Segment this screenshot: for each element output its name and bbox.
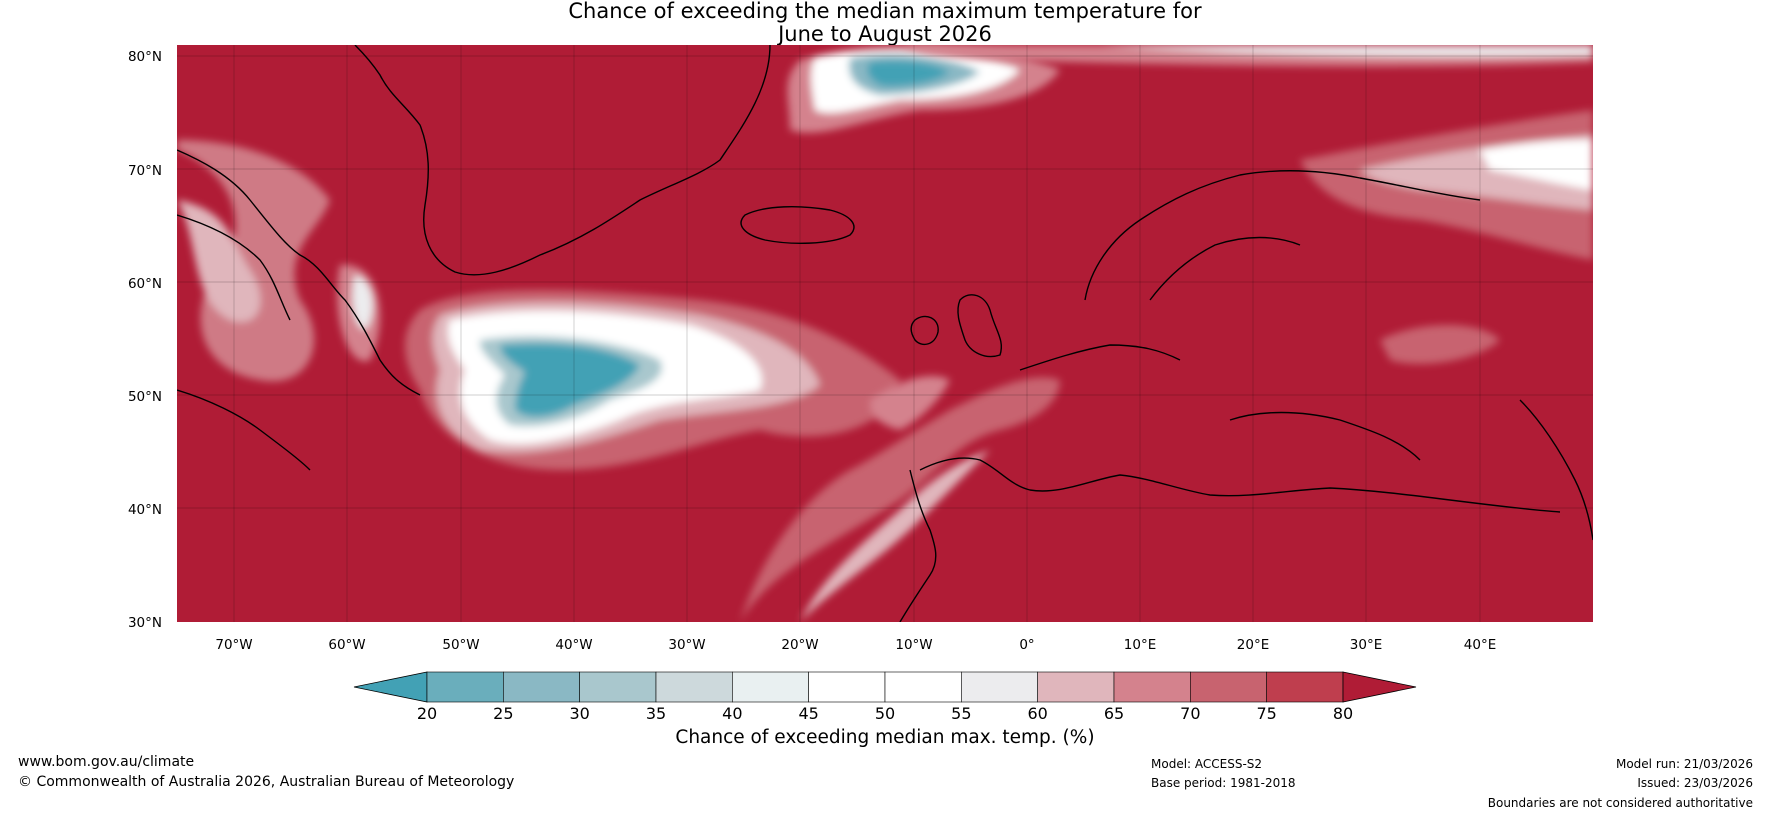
- greenland-sea-anomaly: [787, 46, 1060, 133]
- map-field: [177, 45, 1593, 622]
- colorbar-tick-label: 80: [1332, 704, 1354, 723]
- colorbar-segment: [1266, 671, 1344, 703]
- colorbar-tick-label: 30: [569, 704, 590, 723]
- colorbar-extend-low: [353, 671, 428, 703]
- lon-label: 0°: [1019, 637, 1034, 653]
- base-period: Base period: 1981-2018: [1151, 776, 1296, 790]
- issued-date: Issued: 23/03/2026: [1637, 776, 1753, 790]
- colorbar-segment: [426, 671, 504, 703]
- model-name: Model: ACCESS-S2: [1151, 757, 1263, 771]
- colorbar-segment: [884, 671, 962, 703]
- lat-label: 30°N: [128, 615, 162, 631]
- lon-label: 10°E: [1124, 637, 1156, 653]
- colorbar: [353, 671, 1417, 703]
- colorbar-segment: [503, 671, 580, 703]
- colorbar-segment: [579, 671, 657, 703]
- north-atlantic-anomaly: [405, 290, 900, 470]
- colorbar-tick-label: 35: [645, 704, 667, 723]
- lon-label: 50°W: [442, 637, 479, 653]
- lon-label: 30°W: [668, 637, 705, 653]
- lon-label: 20°E: [1237, 637, 1269, 653]
- colorbar-extend-high: [1342, 671, 1417, 703]
- lat-label: 80°N: [128, 49, 162, 65]
- lon-label: 40°W: [555, 637, 592, 653]
- colorbar-segment: [1037, 671, 1115, 703]
- colorbar-segment: [732, 671, 809, 703]
- website-link[interactable]: www.bom.gov.au/climate: [18, 754, 195, 770]
- model-run: Model run: 21/03/2026: [1615, 757, 1753, 771]
- colorbar-segment: [1190, 671, 1267, 703]
- colorbar-tick-label: 55: [951, 704, 972, 723]
- labrador-anomaly: [177, 140, 380, 382]
- iberia-anomaly: [740, 325, 1500, 622]
- lon-label: 20°W: [781, 637, 818, 653]
- lon-label: 70°W: [215, 637, 252, 653]
- lat-label: 50°N: [128, 389, 162, 405]
- colorbar-tick-label: 40: [722, 704, 743, 723]
- longitude-labels: 70°W 60°W 50°W 40°W 30°W 20°W 10°W 0° 10…: [215, 637, 1496, 653]
- title-line-1: Chance of exceeding the median maximum t…: [568, 0, 1202, 23]
- colorbar-segment: [808, 671, 886, 703]
- colorbar-tick-label: 75: [1256, 704, 1277, 723]
- latitude-labels: 30°N 40°N 50°N 60°N 70°N 80°N: [128, 49, 162, 631]
- boundary-disclaimer: Boundaries are not considered authoritat…: [1487, 796, 1753, 810]
- title-line-2: June to August 2026: [778, 22, 992, 46]
- colorbar-segment: [961, 671, 1038, 703]
- colorbar-tick-label: 45: [798, 704, 819, 723]
- lat-label: 40°N: [128, 502, 162, 518]
- lat-label: 60°N: [128, 276, 162, 292]
- graticule: [177, 45, 1593, 622]
- lat-label: 70°N: [128, 163, 162, 179]
- lon-label: 30°E: [1350, 637, 1382, 653]
- colorbar-tick-label: 70: [1180, 704, 1201, 723]
- coastlines: [177, 45, 1593, 622]
- barents-anomaly: [900, 45, 1593, 260]
- colorbar-tick-label: 65: [1103, 704, 1125, 723]
- colorbar-tick-label: 20: [416, 704, 438, 723]
- colorbar-segment: [655, 671, 733, 703]
- lon-label: 60°W: [328, 637, 365, 653]
- chart-title: Chance of exceeding the median maximum t…: [0, 0, 1770, 46]
- copyright-text: © Commonwealth of Australia 2026, Austra…: [18, 774, 515, 790]
- lon-label: 10°W: [895, 637, 932, 653]
- colorbar-segment: [1113, 671, 1191, 703]
- lon-label: 40°E: [1464, 637, 1496, 653]
- colorbar-title: Chance of exceeding median max. temp. (%…: [675, 727, 1095, 748]
- map: 30°N 40°N 50°N 60°N 70°N 80°N 70°W 60°W …: [128, 45, 1593, 653]
- colorbar-tick-label: 60: [1027, 704, 1048, 723]
- colorbar-tick-label: 25: [493, 704, 514, 723]
- colorbar-tick-label: 50: [874, 704, 896, 723]
